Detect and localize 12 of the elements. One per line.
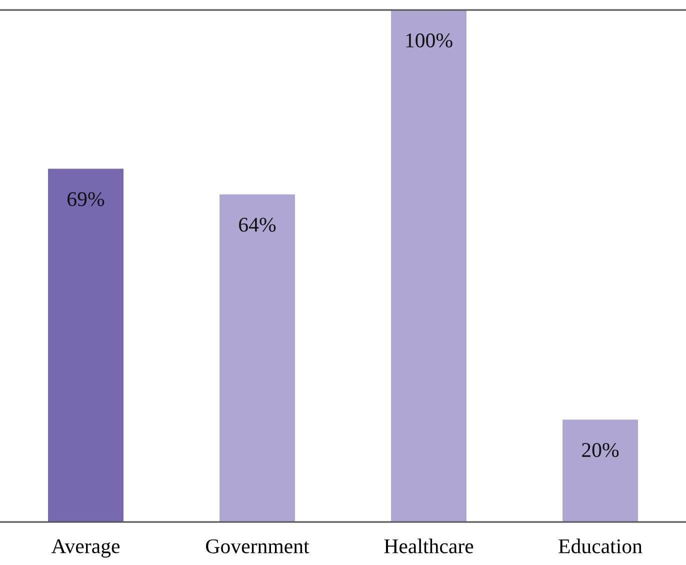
data-label: 64% [239, 218, 276, 232]
x-tick-label: Education [558, 538, 642, 554]
bar [220, 194, 295, 522]
data-label: 20% [582, 442, 619, 458]
x-tick-label: Government [206, 539, 310, 554]
x-tick-label: Average [51, 539, 120, 558]
data-label: 69% [68, 192, 104, 206]
data-label: 100% [406, 33, 452, 48]
bar [562, 420, 638, 522]
x-tick-label: Healthcare [384, 538, 474, 554]
bar [48, 168, 124, 522]
bar [391, 10, 466, 522]
